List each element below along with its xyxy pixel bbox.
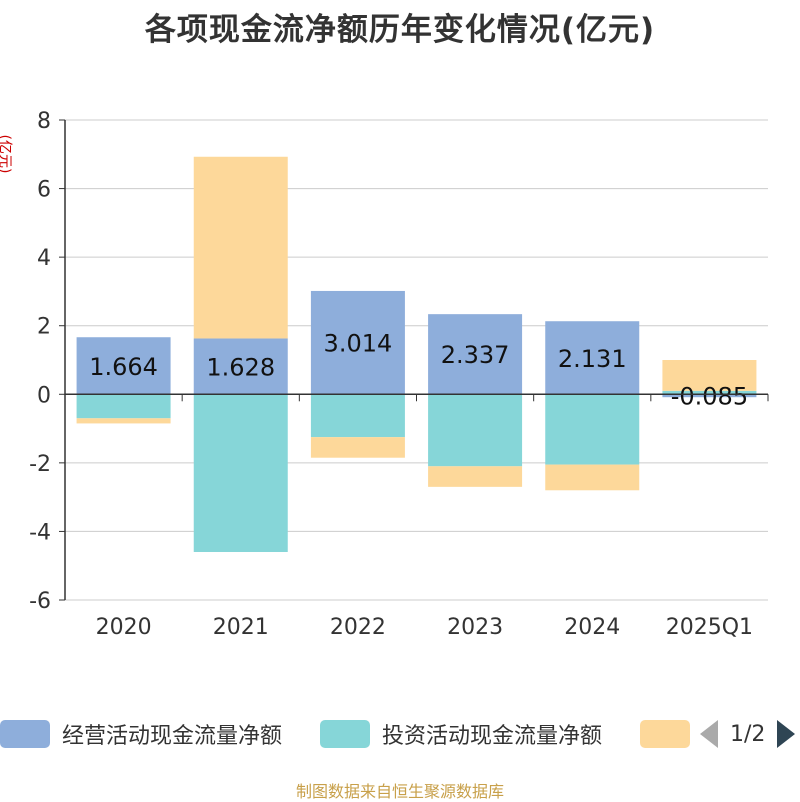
chart-title: 各项现金流净额历年变化情况(亿元) [144, 12, 656, 48]
bar-series2-2022 [310, 437, 405, 458]
bar-series2-2024 [545, 464, 640, 491]
bar-series1-2021 [193, 394, 288, 552]
y-tick-label: -2 [29, 452, 51, 477]
legend-label-investing: 投资活动现金流量净额 [382, 724, 603, 749]
bar-series0-2025Q1 [662, 394, 757, 398]
data-source-note: 制图数据来自恒生聚源数据库 [295, 782, 504, 801]
y-tick-label: 0 [37, 383, 51, 408]
bar-series2-2021 [193, 156, 288, 339]
x-tick-label-2022: 2022 [330, 615, 386, 640]
data-label-2023: 2.337 [441, 341, 510, 369]
x-tick-label-2024: 2024 [564, 615, 620, 640]
data-label-2021: 1.628 [206, 353, 275, 381]
y-tick-label: -4 [29, 520, 51, 545]
bar-series0-2023 [428, 314, 523, 395]
legend-item-operating[interactable]: 经营活动现金流量净额 [0, 716, 282, 752]
legend-item-investing[interactable]: 投资活动现金流量净额 [320, 716, 602, 752]
data-label-2025Q1: -0.085 [671, 383, 748, 411]
x-tick-label-2021: 2021 [213, 615, 269, 640]
bar-series0-2020 [76, 337, 171, 395]
legend-prev-page-icon[interactable] [700, 720, 718, 748]
bar-series0-2024 [545, 321, 640, 395]
legend-pager: 1/2 [700, 716, 796, 752]
data-label-2022: 3.014 [324, 330, 393, 358]
y-tick-label: 4 [37, 246, 51, 271]
legend-label-operating: 经营活动现金流量净额 [62, 724, 283, 749]
legend-item-third[interactable] [640, 716, 690, 752]
bar-series2-2020 [76, 418, 171, 424]
bar-chart: -6 -4 -2 0 2 4 6 8 1.664 1.628 3.014 2.337 2.131 -0.0… [29, 109, 769, 640]
data-label-2024: 2.131 [558, 345, 627, 373]
legend: 经营活动现金流量净额 投资活动现金流量净额 1/2 [0, 716, 800, 752]
x-tick-label-2023: 2023 [447, 615, 503, 640]
bar-series1-2022 [310, 394, 405, 438]
bar-series2-2023 [428, 466, 523, 487]
bar-series1-2025Q1 [662, 390, 757, 395]
legend-swatch-third [640, 720, 690, 748]
y-tick-label: 8 [37, 109, 51, 134]
x-tick-label-2020: 2020 [96, 615, 152, 640]
y-tick-label: 2 [37, 315, 51, 340]
bar-series0-2021 [193, 338, 288, 395]
x-tick-label-2025Q1: 2025Q1 [666, 615, 753, 640]
bar-series1-2023 [428, 394, 523, 467]
legend-next-page-icon[interactable] [777, 720, 796, 748]
bar-series0-2022 [310, 290, 405, 395]
y-tick-label: -6 [29, 589, 51, 614]
legend-page-indicator: 1/2 [730, 721, 766, 747]
bar-series1-2024 [545, 394, 640, 465]
bar-series2-2025Q1 [662, 360, 757, 391]
bar-series1-2020 [76, 394, 171, 419]
legend-swatch-investing [320, 720, 370, 748]
data-label-2020: 1.664 [89, 353, 158, 381]
y-tick-label: 6 [37, 178, 51, 203]
legend-swatch-operating [0, 720, 50, 748]
